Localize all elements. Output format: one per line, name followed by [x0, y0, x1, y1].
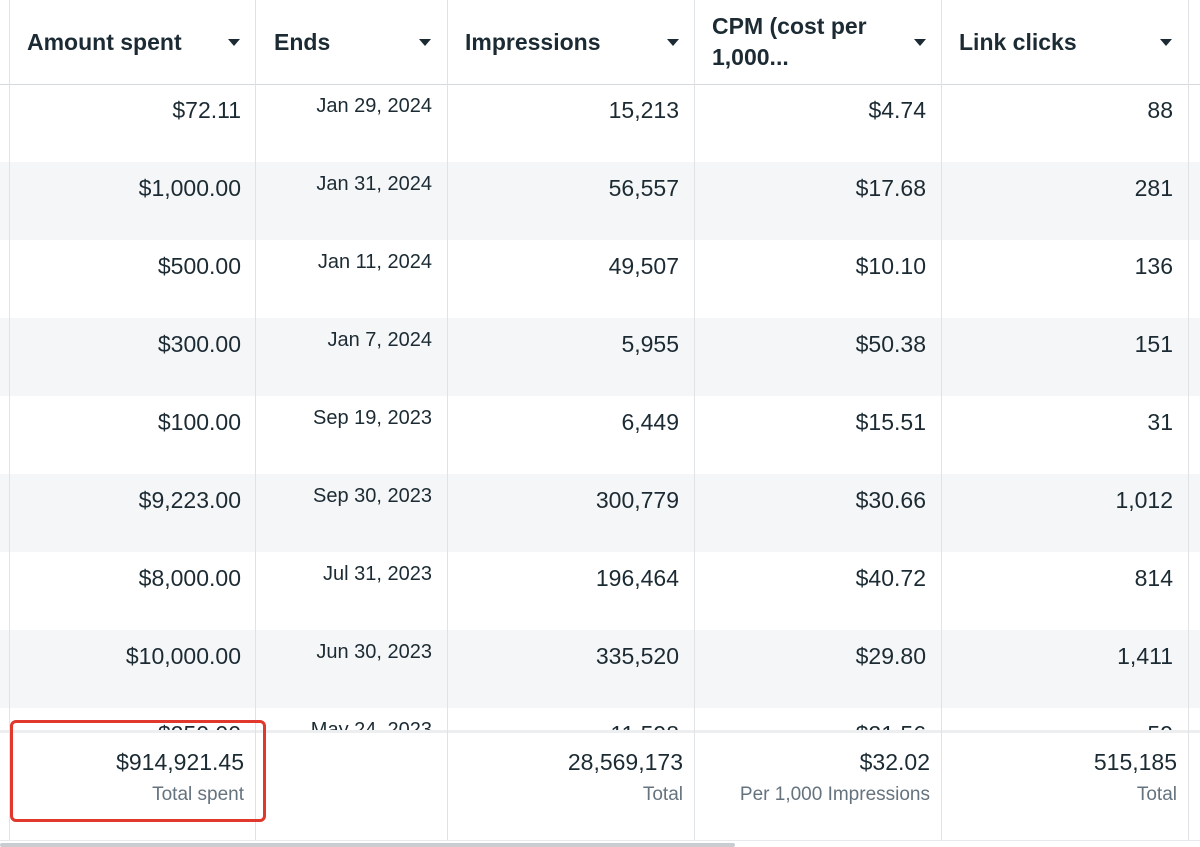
impressions-cell: 15,213 [608, 97, 679, 123]
table-row[interactable]: $100.00 Sep 19, 2023 6,449 $15.51 31 [0, 396, 1200, 474]
column-divider[interactable] [694, 0, 695, 840]
link-clicks-cell: 814 [1134, 565, 1173, 591]
column-divider[interactable] [255, 0, 256, 840]
ends-cell: Jun 30, 2023 [316, 641, 432, 663]
cpm-cell: $40.72 [855, 565, 926, 591]
cpm-cell: $29.80 [855, 643, 926, 669]
column-divider[interactable] [941, 0, 942, 840]
link-clicks-cell: 1,411 [1117, 643, 1173, 669]
impressions-cell: 49,507 [608, 253, 679, 279]
ends-cell: Jan 29, 2024 [316, 95, 432, 117]
total-link-clicks-label: Total [1136, 784, 1177, 805]
cpm-cell: $50.38 [855, 331, 926, 357]
total-impressions-cell: 28,569,173 Total [448, 733, 683, 843]
link-clicks-cell: 281 [1134, 175, 1173, 201]
amount-spent-cell: $1,000.00 [138, 175, 241, 201]
totals-row: $914,921.45 Total spent 28,569,173 Total… [0, 730, 1200, 843]
link-clicks-cell: 88 [1147, 97, 1173, 123]
caret-down-icon[interactable] [914, 39, 926, 46]
horizontal-scrollbar[interactable] [0, 843, 735, 847]
total-cpm-cell: $32.02 Per 1,000 Impressions [695, 733, 930, 843]
cpm-cell: $30.66 [855, 487, 926, 513]
ends-cell: Jan 7, 2024 [327, 329, 432, 351]
link-clicks-cell: 31 [1147, 409, 1173, 435]
table-bottom-border [0, 840, 1200, 841]
table-header: Amount spent Ends Impressions CPM (cost … [0, 0, 1200, 85]
impressions-cell: 6,449 [621, 409, 679, 435]
caret-down-icon[interactable] [419, 39, 431, 46]
total-spent-value: $914,921.45 [116, 749, 244, 775]
amount-spent-cell: $72.11 [172, 97, 241, 123]
impressions-cell: 196,464 [595, 565, 679, 591]
column-divider[interactable] [447, 0, 448, 840]
impressions-cell: 300,779 [595, 487, 679, 513]
total-spent-label: Total spent [152, 784, 244, 805]
cpm-cell: $4.74 [868, 97, 926, 123]
link-clicks-cell: 1,012 [1115, 487, 1173, 513]
caret-down-icon[interactable] [1160, 39, 1172, 46]
table-row[interactable]: $1,000.00 Jan 31, 2024 56,557 $17.68 281 [0, 162, 1200, 240]
total-cpm-label: Per 1,000 Impressions [739, 784, 930, 805]
column-divider[interactable] [1188, 0, 1189, 840]
column-header-impressions[interactable]: Impressions [465, 0, 655, 84]
amount-spent-cell: $300.00 [157, 331, 241, 357]
total-link-clicks-cell: 515,185 Total [942, 733, 1177, 843]
table-row[interactable]: $72.11 Jan 29, 2024 15,213 $4.74 88 [0, 84, 1200, 162]
impressions-cell: 56,557 [608, 175, 679, 201]
impressions-cell: 5,955 [621, 331, 679, 357]
table-row[interactable]: $300.00 Jan 7, 2024 5,955 $50.38 151 [0, 318, 1200, 396]
table-row[interactable]: $9,223.00 Sep 30, 2023 300,779 $30.66 1,… [0, 474, 1200, 552]
cpm-cell: $17.68 [855, 175, 926, 201]
ends-cell: Jan 31, 2024 [316, 173, 432, 195]
link-clicks-cell: 136 [1134, 253, 1173, 279]
cpm-cell: $10.10 [855, 253, 926, 279]
ends-cell: Sep 19, 2023 [313, 407, 432, 429]
amount-spent-cell: $8,000.00 [138, 565, 241, 591]
table-row[interactable]: $10,000.00 Jun 30, 2023 335,520 $29.80 1… [0, 630, 1200, 708]
ends-cell: Jul 31, 2023 [323, 563, 432, 585]
total-cpm-value: $32.02 [859, 749, 930, 775]
amount-spent-cell: $10,000.00 [125, 643, 241, 669]
column-header-label: Link clicks [959, 28, 1077, 55]
column-header-label: Amount spent [27, 28, 182, 55]
total-impressions-value: 28,569,173 [567, 749, 683, 775]
column-header-label: Impressions [465, 28, 601, 55]
cpm-cell: $15.51 [855, 409, 926, 435]
total-link-clicks-value: 515,185 [1093, 749, 1177, 775]
column-header-ends[interactable]: Ends [274, 0, 414, 84]
total-spent-highlight-box [10, 720, 266, 822]
column-header-label: CPM (cost per 1,000... [712, 13, 867, 70]
amount-spent-cell: $100.00 [157, 409, 241, 435]
caret-down-icon[interactable] [228, 39, 240, 46]
column-header-link-clicks[interactable]: Link clicks [959, 0, 1149, 84]
column-header-label: Ends [274, 28, 331, 55]
table-row[interactable]: $500.00 Jan 11, 2024 49,507 $10.10 136 [0, 240, 1200, 318]
caret-down-icon[interactable] [667, 39, 679, 46]
column-header-amount-spent[interactable]: Amount spent [27, 0, 227, 84]
impressions-cell: 335,520 [595, 643, 679, 669]
total-impressions-label: Total [642, 784, 683, 805]
link-clicks-cell: 151 [1134, 331, 1173, 357]
ends-cell: Jan 11, 2024 [317, 251, 432, 273]
total-spent-cell: $914,921.45 Total spent [0, 733, 244, 843]
amount-spent-cell: $500.00 [157, 253, 241, 279]
table-row[interactable]: $8,000.00 Jul 31, 2023 196,464 $40.72 81… [0, 552, 1200, 630]
amount-spent-cell: $9,223.00 [138, 487, 241, 513]
column-header-cpm[interactable]: CPM (cost per 1,000... [712, 0, 902, 84]
ends-cell: Sep 30, 2023 [313, 485, 432, 507]
column-divider [9, 0, 10, 840]
